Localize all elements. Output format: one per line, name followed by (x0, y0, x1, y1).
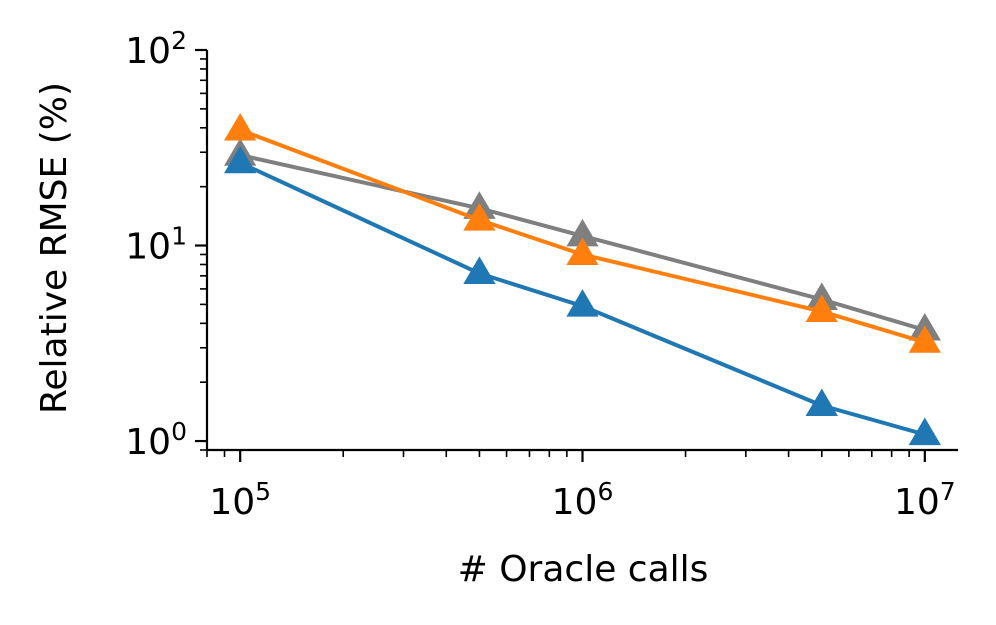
series-2 (224, 113, 941, 353)
data-point-triangle (805, 294, 838, 322)
major-ticks (195, 48, 926, 462)
y-tick-label: 100 (125, 417, 187, 463)
y-tick-label: 102 (125, 26, 187, 72)
data-point-triangle (566, 237, 599, 265)
data-point-triangle (224, 145, 257, 174)
y-axis-label: Relative RMSE (%) (34, 82, 75, 414)
data-point-triangle (908, 325, 941, 353)
x-tick-label: 107 (894, 477, 956, 523)
data-point-triangle (908, 417, 941, 446)
tick-labels: 105 106 107 100 101 102 (125, 26, 955, 523)
data-point-triangle (566, 289, 599, 317)
x-axis-label: # Oracle calls (458, 549, 709, 590)
y-tick-label: 101 (125, 222, 187, 268)
x-tick-label: 105 (209, 477, 271, 523)
data-point-triangle (463, 256, 496, 284)
minor-ticks (200, 58, 910, 457)
series-3 (224, 145, 941, 446)
data-point-triangle (805, 388, 838, 416)
data-point-triangle (463, 203, 496, 231)
data-point-triangle (224, 113, 257, 141)
x-tick-label: 106 (552, 477, 614, 523)
data-point-triangle (566, 218, 599, 247)
series-layer (224, 113, 941, 446)
